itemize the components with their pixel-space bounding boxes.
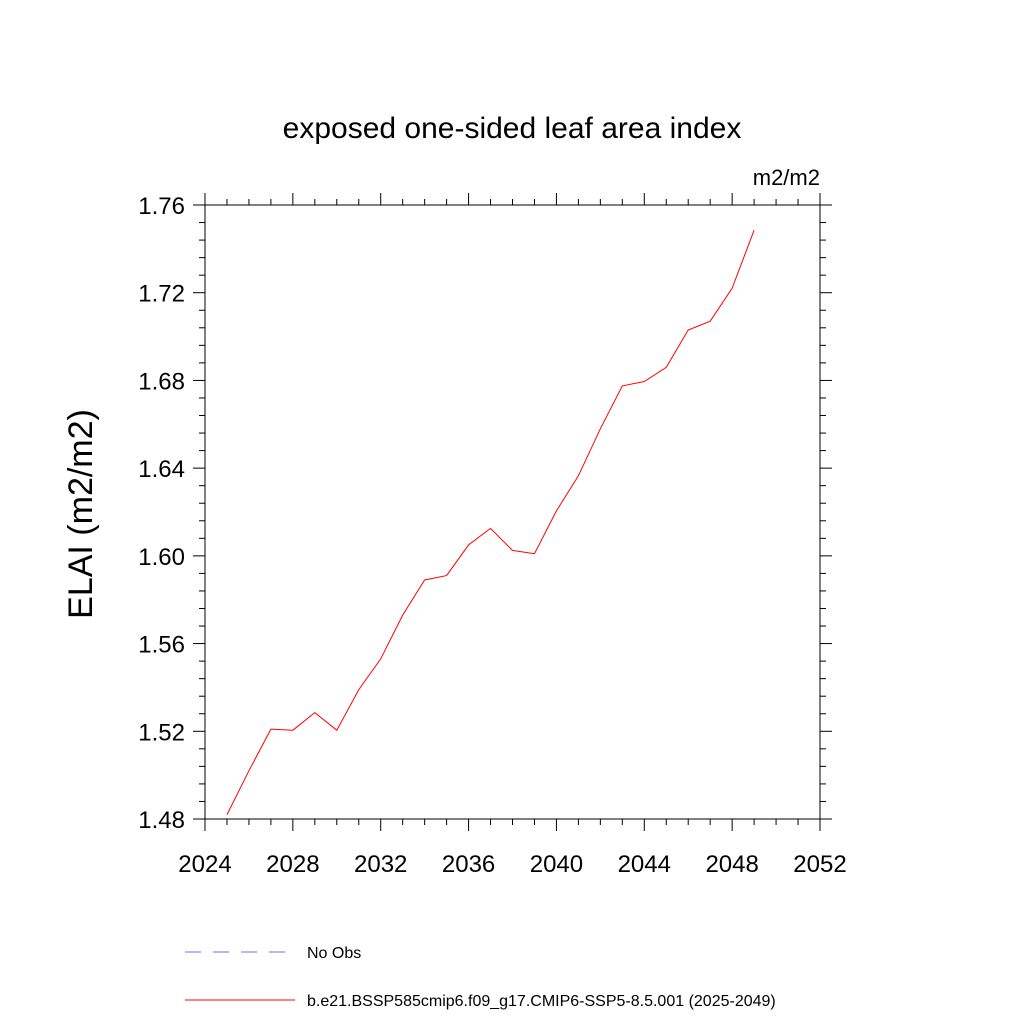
legend-label: No Obs (307, 945, 361, 962)
y-tick-label: 1.60 (138, 544, 185, 571)
x-tick-label: 2028 (266, 851, 319, 878)
y-tick-label: 1.52 (138, 719, 185, 746)
y-tick-label: 1.76 (138, 193, 185, 220)
x-tick-label: 2032 (354, 851, 407, 878)
units-label: m2/m2 (753, 165, 820, 190)
y-tick-label: 1.68 (138, 368, 185, 395)
x-tick-label: 2044 (618, 851, 671, 878)
series-line (226, 230, 755, 815)
x-tick-label: 2024 (178, 851, 231, 878)
y-tick-label: 1.56 (138, 632, 185, 659)
y-tick-label: 1.64 (138, 456, 185, 483)
y-axis-label: ELAI (m2/m2) (62, 409, 100, 619)
x-tick-label: 2040 (530, 851, 583, 878)
x-tick-label: 2048 (705, 851, 758, 878)
chart-title: exposed one-sided leaf area index (283, 112, 742, 145)
y-tick-label: 1.72 (138, 281, 185, 308)
y-tick-label: 1.48 (138, 807, 185, 834)
x-tick-label: 2036 (442, 851, 495, 878)
legend-label: b.e21.BSSP585cmip6.f09_g17.CMIP6-SSP5-8.… (307, 993, 776, 1010)
x-tick-label: 2052 (793, 851, 846, 878)
